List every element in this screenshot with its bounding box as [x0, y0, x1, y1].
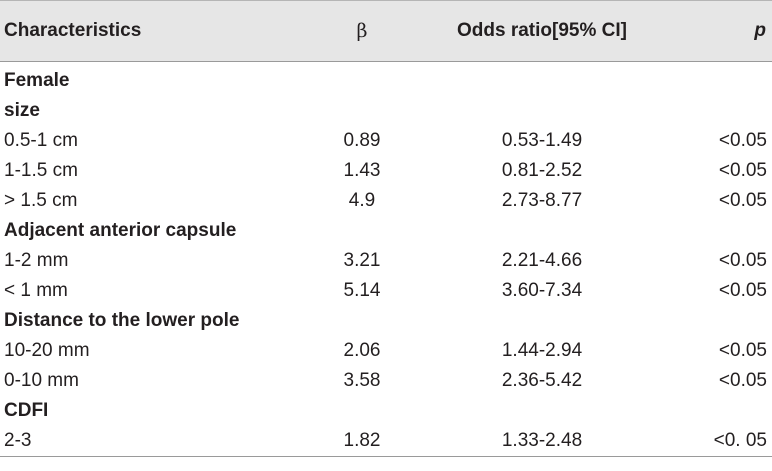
p-value: <0. 05 — [652, 426, 772, 457]
p-value: <0.05 — [718, 250, 767, 271]
header-odds-ratio: Odds ratio[95% CI] — [432, 0, 652, 62]
table-row: < 1 mm 5.14 3.60-7.34 <0.05 — [0, 276, 772, 306]
header-characteristics: Characteristics — [0, 0, 292, 62]
beta-value: 3.58 — [343, 370, 381, 391]
table-row: 0-10 mm 3.58 2.36-5.42 <0.05 — [0, 366, 772, 396]
group-header-row: CDFI — [0, 396, 772, 426]
group-label: size — [4, 100, 40, 121]
table-header: Characteristics β Odds ratio[95% CI] p — [0, 0, 772, 62]
p-value: <0.05 — [718, 160, 767, 181]
beta-value: 5.14 — [343, 280, 381, 301]
odds-ratio-ci: 3.60-7.34 — [501, 280, 583, 301]
odds-ratio-ci: 2.36-5.42 — [501, 370, 583, 391]
results-table: Characteristics β Odds ratio[95% CI] p F… — [0, 0, 772, 457]
group-label: CDFI — [4, 400, 49, 421]
beta-value: 3.21 — [343, 250, 381, 271]
header-row: Characteristics β Odds ratio[95% CI] p — [0, 0, 772, 62]
header-beta: β — [292, 0, 432, 62]
odds-ratio-ci: 0.53-1.49 — [501, 130, 583, 151]
table-row: 0.5-1 cm 0.89 0.53-1.49 <0.05 — [0, 126, 772, 156]
row-label: 0-10 mm — [4, 370, 79, 391]
odds-ratio-ci: 1.44-2.94 — [501, 340, 583, 361]
beta-value: 1.82 — [292, 426, 432, 457]
group-header-row: Distance to the lower pole — [0, 306, 772, 336]
p-value: <0.05 — [718, 280, 767, 301]
table-row: 10-20 mm 2.06 1.44-2.94 <0.05 — [0, 336, 772, 366]
p-value: <0.05 — [718, 190, 767, 211]
row-label: 0.5-1 cm — [4, 130, 78, 151]
group-label: Female — [4, 70, 70, 91]
group-header-row: size — [0, 96, 772, 126]
beta-value: 0.89 — [343, 130, 381, 151]
beta-value: 2.06 — [343, 340, 381, 361]
beta-value: 1.43 — [343, 160, 381, 181]
p-value: <0.05 — [718, 130, 767, 151]
group-label: Distance to the lower pole — [4, 310, 240, 331]
header-p-value: p — [652, 0, 772, 62]
p-value: <0.05 — [718, 370, 767, 391]
row-label: 10-20 mm — [4, 340, 90, 361]
odds-ratio-ci: 0.81-2.52 — [501, 160, 583, 181]
table-row: 2-3 1.82 1.33-2.48 <0. 05 — [0, 426, 772, 457]
row-label: 2-3 — [0, 426, 292, 457]
group-header-row: Female — [0, 62, 772, 97]
row-label: < 1 mm — [4, 280, 68, 301]
table-row: 1-2 mm 3.21 2.21-4.66 <0.05 — [0, 246, 772, 276]
row-label: 1-2 mm — [4, 250, 69, 271]
odds-ratio-ci: 2.73-8.77 — [501, 190, 583, 211]
odds-ratio-ci: 2.21-4.66 — [501, 250, 583, 271]
row-label: > 1.5 cm — [4, 190, 78, 211]
beta-value: 4.9 — [348, 190, 376, 211]
group-label: Adjacent anterior capsule — [4, 220, 237, 241]
table-body: Female size 0.5-1 cm 0.89 0.53-1.49 <0.05 1-1.… — [0, 62, 772, 457]
row-label: 1-1.5 cm — [4, 160, 78, 181]
group-header-row: Adjacent anterior capsule — [0, 216, 772, 246]
p-value: <0.05 — [718, 340, 767, 361]
odds-ratio-ci: 1.33-2.48 — [432, 426, 652, 457]
table-row: > 1.5 cm 4.9 2.73-8.77 <0.05 — [0, 186, 772, 216]
table-row: 1-1.5 cm 1.43 0.81-2.52 <0.05 — [0, 156, 772, 186]
